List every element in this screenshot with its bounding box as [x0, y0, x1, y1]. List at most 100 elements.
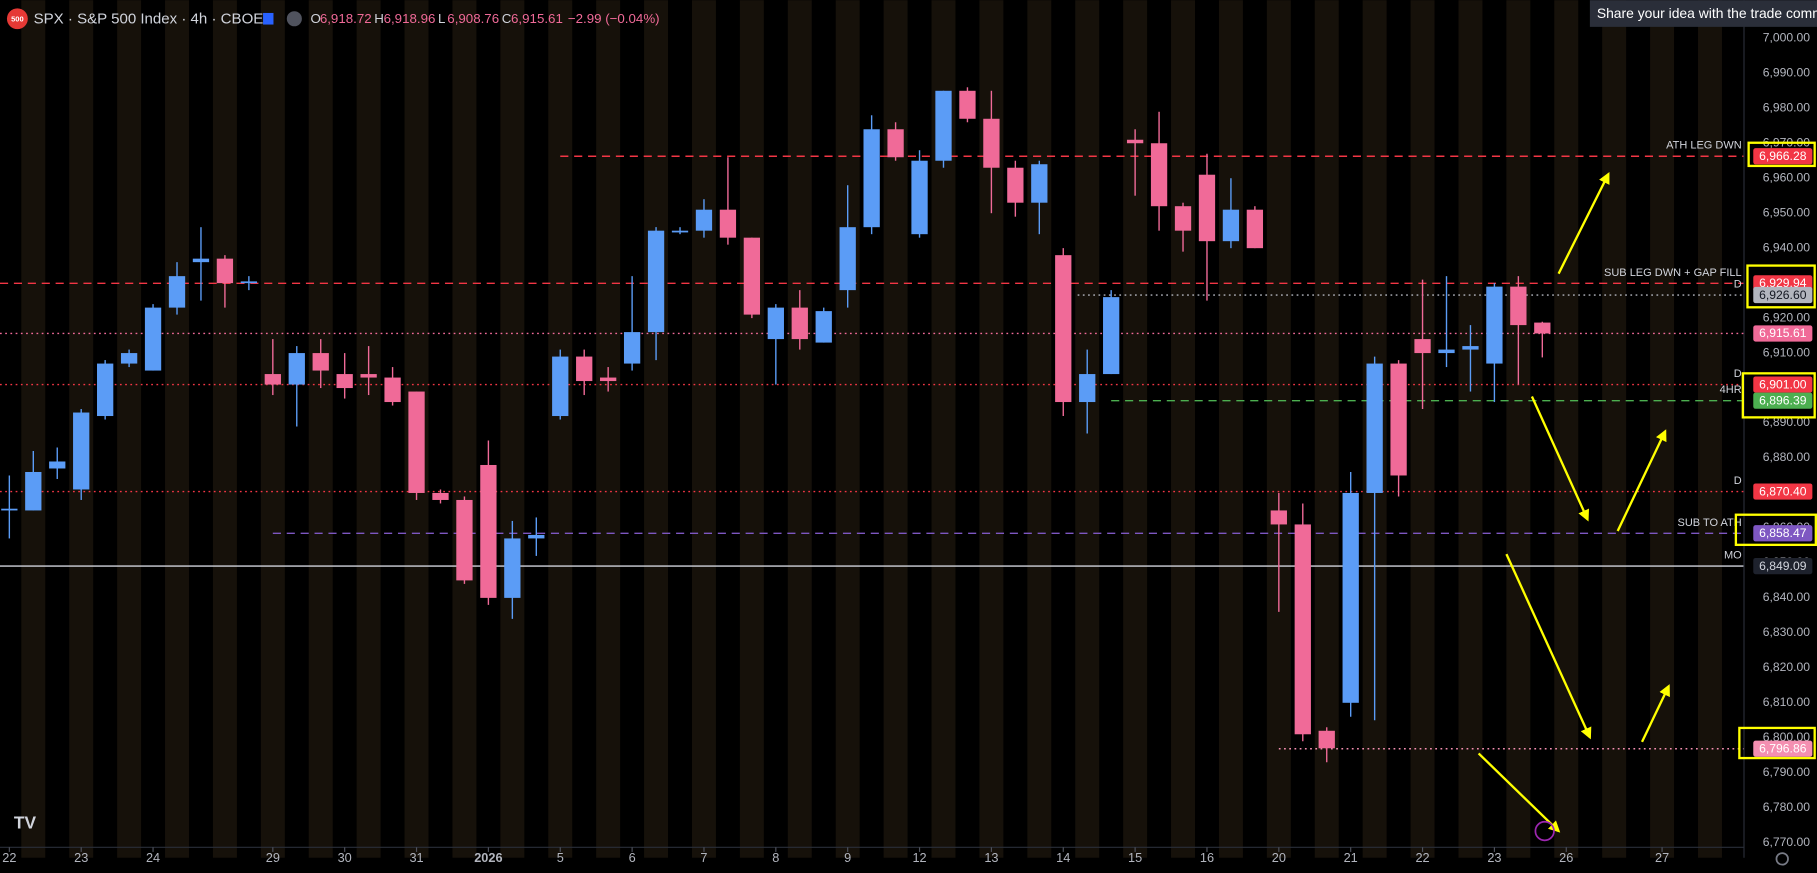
- candle-body: [1342, 492, 1359, 703]
- x-tick-label: 22: [2, 850, 16, 865]
- level-note: D: [1734, 368, 1742, 380]
- candle-body: [911, 160, 928, 235]
- y-tick-label: 7,000.00: [1763, 31, 1811, 45]
- y-tick-label: 6,840.00: [1763, 590, 1811, 604]
- session-band: [1171, 0, 1195, 858]
- ohlc-value: 6,915.61: [511, 11, 563, 26]
- ohlc-key: H: [374, 11, 384, 26]
- price-label-box: [1753, 286, 1813, 304]
- alert-icon[interactable]: [1534, 820, 1555, 842]
- badge-text: 500: [11, 14, 24, 23]
- price-label-box: [1753, 483, 1813, 500]
- x-tick-label: 6: [629, 850, 636, 865]
- session-band: [691, 0, 716, 858]
- change: −2.99 (−0.04%): [568, 11, 660, 26]
- price-label-box: [1753, 325, 1813, 342]
- session-band: [596, 0, 621, 858]
- highlight-box: [1746, 264, 1816, 309]
- price-label: 6,966.28: [1759, 149, 1807, 163]
- candle-body: [480, 464, 497, 598]
- x-tick-label: 29: [266, 850, 280, 865]
- candle-body: [983, 118, 1000, 168]
- candle-body: [240, 281, 258, 284]
- price-label: 6,796.86: [1759, 742, 1807, 756]
- x-tick-label: 9: [844, 850, 851, 865]
- candle-body: [719, 209, 737, 238]
- candle-body: [384, 377, 401, 403]
- candle-body: [264, 374, 281, 385]
- candle-body: [863, 129, 880, 228]
- symbol[interactable]: SPX · S&P 500 Index · 4h · CBOE: [34, 10, 264, 27]
- session-band: [883, 0, 908, 858]
- price-label: 6,915.61: [1759, 326, 1807, 340]
- highlight-box: [1747, 141, 1816, 168]
- candle-body: [1270, 510, 1287, 525]
- header: 500 SPX · S&P 500 Index · 4h · CBOE O6,9…: [6, 0, 1817, 833]
- candle-body: [1007, 167, 1024, 203]
- y-tick-label: 6,990.00: [1763, 66, 1811, 80]
- price-label: 6,926.60: [1759, 288, 1807, 302]
- session-band: [1698, 0, 1722, 858]
- y-tick-label: 6,920.00: [1763, 310, 1811, 324]
- y-tick-label: 6,880.00: [1763, 450, 1811, 464]
- candle-body: [743, 237, 761, 315]
- candle-body: [576, 356, 593, 382]
- price-label: 6,858.47: [1759, 526, 1807, 540]
- y-tick-label: 6,890.00: [1763, 415, 1811, 429]
- share-button[interactable]: [1589, 0, 1817, 27]
- candle-body: [647, 230, 665, 333]
- candle-body: [1534, 322, 1551, 334]
- x-tick-label: 23: [1487, 850, 1501, 865]
- y-tick-label: 6,960.00: [1763, 170, 1811, 184]
- candle-body: [432, 492, 449, 500]
- candle-body: [1055, 255, 1072, 403]
- candle-body: [97, 363, 114, 417]
- session-band: [931, 0, 956, 858]
- price-label: 6,896.39: [1759, 393, 1807, 407]
- candle-body: [408, 391, 425, 493]
- candle-body: [168, 276, 186, 308]
- y-tick-label: 6,790.00: [1763, 765, 1811, 779]
- candle-body: [25, 471, 42, 511]
- arrow: [1530, 396, 1590, 522]
- candle-body: [73, 412, 90, 490]
- y-tick-label: 6,950.00: [1763, 205, 1811, 219]
- candle-body: [504, 538, 521, 598]
- logo[interactable]: TV: [14, 813, 37, 833]
- x-tick-label: 31: [409, 850, 423, 865]
- x-tick-label: 13: [984, 850, 998, 865]
- candle-body: [671, 230, 689, 233]
- candle-body: [49, 461, 66, 469]
- settings-icon[interactable]: [1775, 852, 1789, 866]
- candle-body: [312, 353, 329, 371]
- highlight-box: [1734, 513, 1817, 547]
- session-band: [1410, 0, 1435, 858]
- y-tick-label: 6,770.00: [1763, 835, 1811, 849]
- share-text[interactable]: Share your idea with the trade comm: [1597, 5, 1817, 21]
- candle-body: [623, 332, 641, 364]
- session-band: [260, 0, 285, 858]
- level-note: D: [1734, 279, 1742, 291]
- price-label-box: [1753, 392, 1813, 409]
- ohlc-key: C: [502, 11, 512, 26]
- x-tick-label: 21: [1344, 850, 1358, 865]
- candle-body: [144, 307, 162, 371]
- x-tick-label: 16: [1200, 850, 1214, 865]
- candle-body: [1126, 139, 1144, 144]
- x-tick-label: 20: [1272, 850, 1286, 865]
- x-tick-label: 22: [1415, 850, 1429, 865]
- x-tick-label: 12: [912, 850, 926, 865]
- session-band: [356, 0, 381, 858]
- candle-body: [552, 356, 569, 417]
- highlight-boxes: [1734, 141, 1817, 760]
- level-note: SUB TO ATH: [1677, 517, 1741, 529]
- arrow: [1557, 171, 1610, 275]
- x-tick-label: 23: [74, 850, 88, 865]
- session-band: [787, 0, 812, 858]
- candle-body: [959, 90, 976, 119]
- y-tick-label: 6,980.00: [1763, 100, 1811, 114]
- flag-icon[interactable]: [263, 12, 274, 25]
- session-band: [1314, 0, 1339, 858]
- ohlc-value: 6,908.76: [447, 11, 499, 26]
